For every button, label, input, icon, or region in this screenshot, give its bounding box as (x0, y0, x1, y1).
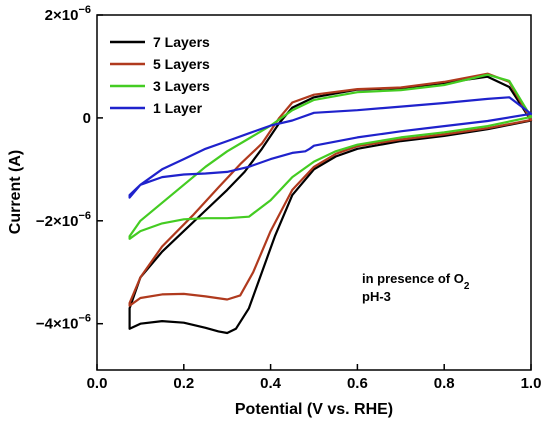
y-tick-label: −2×10−6 (36, 210, 91, 230)
x-tick-label: 0.0 (87, 375, 108, 392)
x-tick-label: 1.0 (521, 375, 542, 392)
series-line-2 (128, 72, 533, 307)
legend-label: 5 Layers (153, 56, 210, 72)
legend-label: 7 Layers (153, 34, 210, 50)
legend: 7 Layers 5 Layers 3 Layers 1 Layer (110, 34, 210, 116)
y-tick-label: −4×10−6 (36, 313, 91, 333)
plot-frame (96, 14, 532, 371)
axis-ticks: 0.0 0.2 0.4 0.6 0.8 1.0 2×10−6 0 −2×10−6 −4×10−6 (36, 4, 542, 392)
y-axis-title: Current (A) (7, 150, 24, 234)
annotation-line2: pH-3 (362, 289, 391, 304)
x-tick-label: 0.2 (173, 375, 194, 392)
annotation-line1-main: in presence of O (362, 271, 464, 286)
annotation: in presence of O2 pH-3 (362, 271, 470, 304)
x-tick-label: 0.6 (347, 375, 368, 392)
legend-label: 3 Layers (153, 78, 210, 94)
x-axis-title: Potential (V vs. RHE) (235, 401, 393, 418)
series-line-4 (128, 96, 533, 199)
x-tick-label: 0.8 (434, 375, 455, 392)
annotation-line1: in presence of O2 (362, 271, 470, 292)
x-tick-label: 0.4 (260, 375, 282, 392)
series-line-3 (128, 73, 533, 240)
annotation-line1-sub: 2 (464, 281, 470, 292)
series-layer (128, 72, 533, 335)
y-tick-label: 2×10−6 (45, 4, 91, 24)
legend-label: 1 Layer (153, 100, 203, 116)
y-tick-label: 0 (83, 110, 91, 127)
